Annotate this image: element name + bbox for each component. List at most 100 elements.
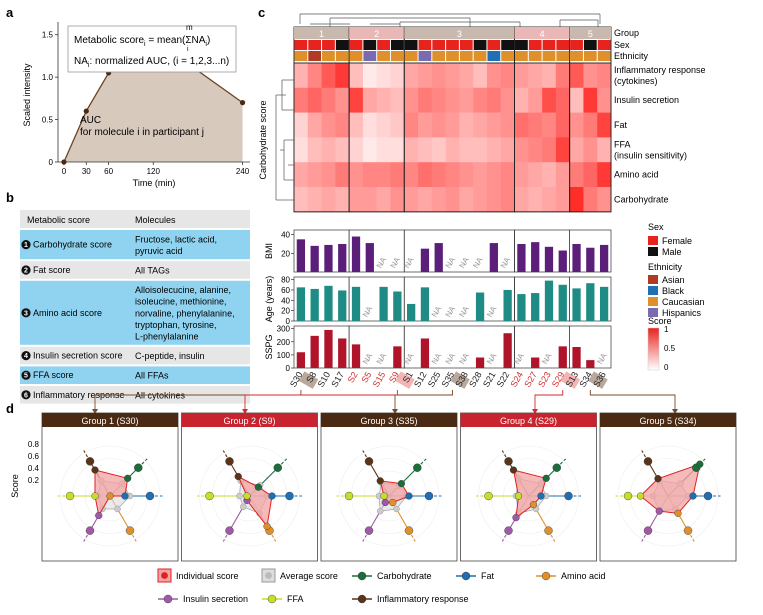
auc-label-line-1: AUC	[80, 115, 101, 126]
table-row-bg	[20, 261, 250, 279]
heatmap-cell	[294, 187, 309, 213]
row-molecules: All FFAs	[135, 371, 169, 381]
heatmap-cell	[542, 87, 557, 113]
bar	[324, 329, 333, 368]
individual-point	[95, 511, 103, 520]
axis-end-marker	[404, 526, 414, 535]
heatmap-cell	[418, 112, 433, 138]
average-point	[377, 507, 384, 515]
heatmap-cell	[307, 137, 322, 163]
y-tick-label: 0	[49, 158, 54, 167]
radar-score-tick: 0.4	[28, 464, 40, 473]
heatmap-cell	[294, 162, 309, 188]
heatmap-cell	[376, 187, 391, 213]
heatmap-cell	[362, 162, 377, 188]
heatmap-cell	[500, 137, 515, 163]
heatmap-row-label: Insulin secretion	[614, 95, 679, 105]
radar-panel-title: Group 5 (S34)	[639, 416, 696, 426]
heatmap-cell	[514, 112, 529, 138]
heatmap-cell	[555, 187, 570, 213]
bar	[338, 290, 347, 321]
na-label: NA	[444, 255, 458, 270]
participant-label: S1	[401, 370, 415, 385]
individual-point	[397, 480, 405, 488]
heatmap-cell	[349, 162, 364, 188]
heatmap-cell	[307, 87, 322, 113]
individual-point	[689, 492, 697, 500]
ethnicity-cell	[335, 51, 349, 61]
axis-end-marker	[484, 491, 493, 501]
participant-label: S25	[426, 370, 443, 389]
na-label: NA	[595, 351, 609, 366]
heatmap-cell	[335, 187, 350, 213]
heatmap-cell	[349, 87, 364, 113]
legend-score-bar	[647, 327, 660, 371]
individual-point	[121, 492, 129, 500]
heatmap-cell	[583, 187, 598, 213]
table-header-molecules: Molecules	[135, 215, 176, 225]
heatmap-cell	[528, 112, 543, 138]
row-number-badge	[21, 308, 31, 318]
heatmap-cell	[542, 187, 557, 213]
heatmap-cell	[335, 137, 350, 163]
heatmap-cell	[321, 187, 336, 213]
row-number: 6	[24, 392, 28, 399]
heatmap-cell	[445, 162, 460, 188]
heatmap-cell	[583, 137, 598, 163]
participant-label: S12	[412, 370, 429, 389]
individual-point	[106, 492, 114, 500]
heatmap-cell	[459, 112, 474, 138]
heatmap-cell	[473, 187, 488, 213]
connector-line	[394, 390, 453, 413]
legend-line-dot	[541, 571, 551, 581]
legend-label: Average score	[280, 571, 338, 581]
heatmap-cell	[583, 112, 598, 138]
legend-line-dot	[357, 594, 367, 604]
heatmap-cell	[321, 112, 336, 138]
heatmap-cell	[376, 63, 391, 89]
annotation-label: Sex	[614, 40, 630, 50]
legend-score-tick: 1	[664, 325, 669, 334]
na-label: NA	[471, 255, 485, 270]
heatmap-cell	[514, 137, 529, 163]
bar	[434, 243, 443, 272]
individual-point	[91, 492, 99, 500]
na-label: NA	[540, 351, 554, 366]
heatmap-row-label: Carbohydrate	[614, 194, 669, 204]
connector-arrow	[392, 409, 398, 414]
radar-panel-header	[600, 413, 736, 427]
bar-y-tick-label: 20	[281, 249, 290, 258]
sex-cell	[528, 40, 542, 50]
row-score-name: Carbohydrate score	[33, 240, 112, 250]
heatmap-cell	[569, 137, 584, 163]
heatmap-cell	[431, 87, 446, 113]
bar-y-tick-label: 0	[286, 364, 291, 373]
ethnicity-cell	[528, 51, 542, 61]
ethnicity-cell	[308, 51, 322, 61]
heatmap-cell	[376, 162, 391, 188]
bar	[420, 338, 430, 368]
heatmap-cell	[597, 162, 612, 188]
heatmap-cell	[528, 63, 543, 89]
radar-score-tick: 0.2	[28, 476, 40, 485]
highlight-box	[560, 371, 581, 389]
connector-line	[534, 390, 564, 413]
panel-label-a: a	[6, 5, 14, 20]
heatmap-cell	[528, 187, 543, 213]
legend-ethnicity-swatch	[648, 286, 658, 295]
bar	[558, 346, 567, 368]
formula-line-1: Metabolic scorei = mean(ΣNAi)	[74, 35, 210, 48]
heatmap-row-label: (cytokines)	[614, 76, 658, 86]
heatmap-cell	[597, 63, 612, 89]
bar	[324, 285, 333, 321]
participant-label: S21	[481, 370, 498, 389]
panel-b-table: Metabolic score Molecules 1 Carbohydrate sc…	[20, 210, 250, 404]
x-tick-label: 0	[62, 167, 67, 176]
na-label: NA	[430, 351, 444, 366]
legend-ethnicity-label: Caucasian	[662, 297, 705, 307]
heatmap-cell	[362, 112, 377, 138]
group-number: 2	[374, 29, 379, 39]
individual-point	[655, 507, 663, 515]
heatmap-cell	[500, 63, 515, 89]
individual-point	[263, 522, 271, 530]
